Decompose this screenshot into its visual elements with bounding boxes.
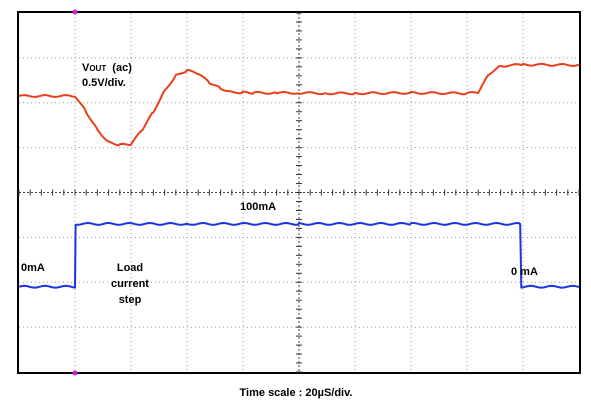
high-level-label: 100mA	[240, 201, 276, 213]
step-label-line3: step	[119, 294, 142, 306]
vout-label-suffix: (ac)	[112, 62, 132, 74]
trigger-marker-top	[72, 9, 78, 15]
step-label-line1: Load	[117, 262, 143, 274]
vout-trace	[18, 62, 579, 147]
vout-scale-label: 0.5V/div.	[82, 77, 126, 89]
time-scale-label: Time scale : 20µS/div.	[240, 387, 353, 399]
vout-label-main: Vout	[82, 62, 106, 74]
load-current-trace	[18, 222, 579, 289]
vout-label: Vout (ac)	[82, 62, 132, 74]
right-level-label: 0 mA	[511, 266, 538, 278]
left-level-label: 0mA	[21, 262, 45, 274]
trigger-marker-bottom	[72, 370, 78, 376]
grid	[18, 12, 580, 373]
step-label-line2: current	[111, 278, 149, 290]
traces	[18, 62, 579, 289]
